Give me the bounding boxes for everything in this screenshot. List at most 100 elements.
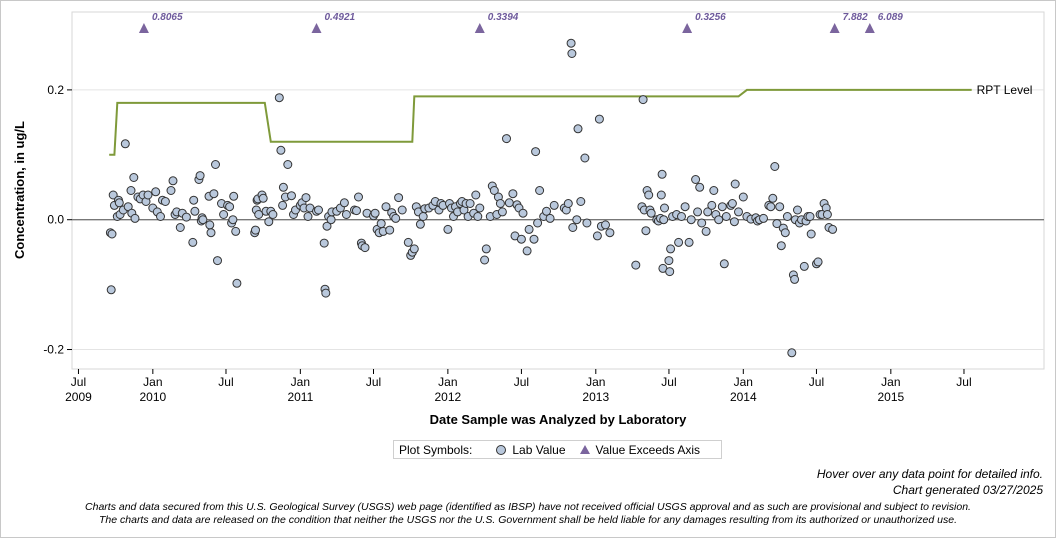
lab-value-point <box>677 212 686 221</box>
lab-value-point <box>691 175 701 184</box>
lab-value-point <box>108 190 118 200</box>
x-tick-month: Jan <box>586 375 605 389</box>
lab-value-point <box>775 202 785 212</box>
rpt-level-path <box>109 88 972 156</box>
x-tick-year: 2009 <box>65 390 92 404</box>
lab-value-point <box>278 200 288 210</box>
x-tick-month: Jul <box>809 375 824 389</box>
lab-value-point <box>415 219 425 229</box>
x-tick-year: 2011 <box>287 390 313 404</box>
exceeds-axis-label: 0.4921 <box>325 12 356 23</box>
lab-value-point <box>175 223 185 232</box>
lab-value-point <box>780 228 790 238</box>
lab-value-point <box>475 203 485 213</box>
lab-value-point <box>231 226 241 236</box>
lab-value-point <box>805 212 815 221</box>
lab-value-point <box>766 202 776 212</box>
x-axis-title: Date Sample was Analyzed by Laboratory <box>430 412 687 427</box>
lab-value-point <box>120 139 130 149</box>
lab-value-point <box>772 219 782 229</box>
lab-value-point <box>151 187 161 197</box>
lab-value-point <box>322 221 332 231</box>
lab-value-point <box>594 114 604 124</box>
lab-value-point <box>502 134 511 144</box>
x-tick-year: 2015 <box>877 390 904 404</box>
y-axis: 0.2 0.0 -0.2 <box>43 83 72 357</box>
y-axis-title: Concentration, in ug/L <box>12 121 27 259</box>
x-tick-month: Jul <box>514 375 529 389</box>
lab-value-point <box>391 213 401 223</box>
lab-value-point <box>576 197 586 206</box>
lab-value-point <box>114 198 124 208</box>
lab-value-point <box>664 256 674 266</box>
lab-value-points <box>105 38 838 358</box>
lab-value-point <box>232 278 242 288</box>
exceeds-axis-label: 0.3394 <box>488 12 519 23</box>
lab-value-point <box>268 210 278 219</box>
lab-value-point <box>107 229 117 239</box>
lab-value-point <box>198 215 208 225</box>
legend-value-exceeds-axis: Value Exceeds Axis <box>595 442 701 457</box>
lab-value-point <box>497 207 507 217</box>
lab-value-point <box>806 229 816 239</box>
lab-value-point <box>790 274 800 284</box>
lab-value-point <box>703 207 713 217</box>
lab-value-point <box>190 206 200 216</box>
lab-value-point <box>352 206 361 216</box>
lab-value-point <box>730 179 740 189</box>
lab-value-point <box>471 190 481 200</box>
x-tick-month: Jan <box>291 375 310 389</box>
lab-value-point <box>143 190 153 200</box>
lab-value-point <box>707 200 717 210</box>
lab-value-point <box>354 192 363 202</box>
lab-value-point <box>605 228 615 238</box>
lab-value-point <box>759 213 768 223</box>
lab-value-point <box>360 243 370 253</box>
lab-value-point <box>258 193 268 203</box>
lab-value-point <box>206 228 216 238</box>
lab-value-point <box>376 219 386 229</box>
lab-value-point <box>714 215 724 225</box>
lab-value-point <box>793 205 802 215</box>
disclaimer-line-1: Charts and data secured from this U.S. G… <box>85 501 971 513</box>
lab-value-point <box>582 218 592 228</box>
lab-value-point <box>524 224 534 234</box>
lab-value-point <box>370 208 380 218</box>
x-tick-year: 2012 <box>435 390 462 404</box>
disclaimer-line-2: The charts and data are released on the … <box>99 514 957 526</box>
lab-value-point <box>465 199 475 208</box>
lab-value-point <box>580 153 590 163</box>
lab-value-point <box>518 208 528 218</box>
lab-value-point <box>443 224 453 234</box>
generated-date: Chart generated 03/27/2025 <box>892 483 1043 497</box>
lab-value-point <box>228 215 238 225</box>
lab-value-point <box>166 186 176 195</box>
exceeds-axis-label: 6.089 <box>878 12 903 23</box>
lab-value-point <box>106 285 116 295</box>
lab-value-point <box>721 212 731 221</box>
lab-value-point <box>303 212 313 221</box>
lab-value-point <box>522 246 532 256</box>
lab-value-point <box>301 193 311 203</box>
y-tick-label: 0.0 <box>47 213 64 227</box>
lab-value-point <box>160 197 170 206</box>
legend: Plot Symbols: Lab Value Value Exceeds Ax… <box>393 440 722 459</box>
lab-value-point <box>770 162 780 171</box>
lab-value-point <box>209 189 219 199</box>
lab-value-point <box>693 207 703 217</box>
lab-value-point <box>495 199 505 208</box>
lab-value-point <box>656 190 666 200</box>
lab-value-point <box>727 199 737 208</box>
lab-value-point <box>799 261 809 271</box>
lab-value-point <box>129 173 139 182</box>
lab-value-point <box>573 124 583 134</box>
lab-value-point <box>385 225 395 235</box>
lab-value-point <box>657 169 667 179</box>
exceeds-axis-marker <box>682 23 693 33</box>
lab-value-point <box>473 212 483 221</box>
lab-value-point <box>719 259 729 269</box>
lab-value-point <box>481 244 491 254</box>
lab-value-point <box>563 199 573 208</box>
rpt-level-label: RPT Level <box>977 83 1033 97</box>
